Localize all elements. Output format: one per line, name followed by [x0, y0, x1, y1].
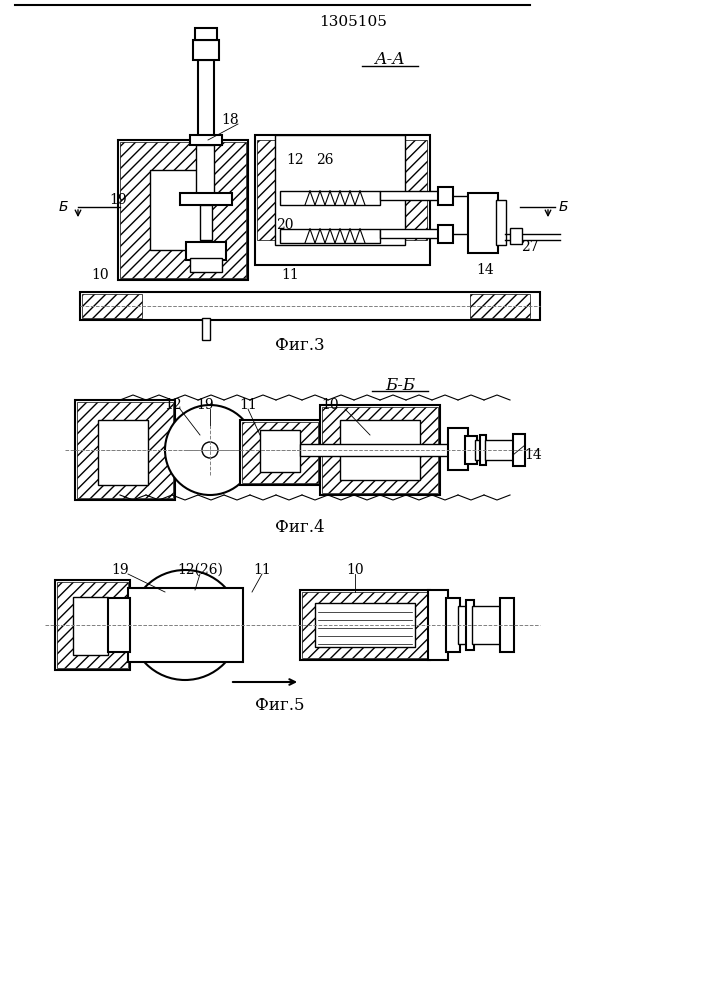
- Circle shape: [175, 615, 195, 635]
- Bar: [260, 430, 300, 472]
- Bar: [128, 588, 243, 662]
- Bar: [458, 606, 468, 644]
- Bar: [120, 142, 246, 278]
- Bar: [496, 200, 506, 245]
- Bar: [190, 135, 222, 145]
- Bar: [180, 193, 232, 205]
- Bar: [468, 193, 498, 253]
- Bar: [150, 170, 210, 250]
- Bar: [55, 580, 130, 670]
- Bar: [240, 420, 320, 485]
- Text: 18: 18: [221, 113, 239, 127]
- Bar: [510, 228, 522, 244]
- Text: Б: Б: [58, 200, 68, 214]
- Text: 12: 12: [286, 153, 304, 167]
- Bar: [200, 205, 212, 240]
- Bar: [302, 592, 428, 658]
- Text: 1305105: 1305105: [319, 15, 387, 29]
- Bar: [57, 582, 128, 668]
- Text: 11: 11: [239, 398, 257, 412]
- Text: 14: 14: [524, 448, 542, 462]
- Bar: [428, 590, 448, 660]
- Bar: [513, 434, 525, 466]
- Text: 10: 10: [91, 268, 109, 282]
- Text: Б-Б: Б-Б: [385, 376, 415, 393]
- Bar: [193, 40, 219, 60]
- Text: А-А: А-А: [375, 51, 405, 68]
- Bar: [438, 225, 453, 243]
- Bar: [196, 145, 214, 200]
- Text: 20: 20: [276, 218, 293, 232]
- Bar: [320, 405, 440, 495]
- Text: Фиг.5: Фиг.5: [255, 696, 305, 714]
- Bar: [472, 606, 502, 644]
- Bar: [300, 590, 430, 660]
- Bar: [108, 598, 130, 652]
- Bar: [118, 140, 248, 280]
- Bar: [466, 600, 474, 650]
- Bar: [280, 191, 380, 205]
- Text: 26: 26: [316, 153, 334, 167]
- Bar: [280, 229, 380, 243]
- Circle shape: [165, 405, 255, 495]
- Bar: [82, 294, 142, 318]
- Bar: [380, 229, 440, 238]
- Text: Фиг.4: Фиг.4: [275, 520, 325, 536]
- Text: Б: Б: [559, 200, 568, 214]
- Bar: [186, 242, 226, 260]
- Bar: [77, 402, 173, 498]
- Text: 10: 10: [346, 563, 364, 577]
- Text: 10: 10: [321, 398, 339, 412]
- Bar: [322, 407, 438, 493]
- Bar: [242, 422, 318, 483]
- Bar: [80, 292, 540, 320]
- Bar: [198, 60, 214, 140]
- Bar: [73, 597, 108, 655]
- Bar: [438, 187, 453, 205]
- Bar: [315, 603, 415, 647]
- Bar: [257, 140, 427, 240]
- Bar: [190, 258, 222, 272]
- Bar: [380, 191, 440, 200]
- Text: Фиг.3: Фиг.3: [275, 336, 325, 354]
- Bar: [475, 440, 483, 460]
- Text: 12(26): 12(26): [177, 563, 223, 577]
- Bar: [485, 440, 515, 460]
- Bar: [480, 435, 486, 465]
- Text: 12: 12: [164, 398, 182, 412]
- Text: 19: 19: [109, 193, 127, 207]
- Bar: [470, 294, 530, 318]
- Bar: [448, 428, 468, 470]
- Bar: [275, 135, 405, 245]
- Bar: [446, 598, 460, 652]
- Text: 11: 11: [281, 268, 299, 282]
- Circle shape: [202, 442, 218, 458]
- Bar: [202, 318, 210, 340]
- Bar: [75, 400, 175, 500]
- Text: 27: 27: [521, 240, 539, 254]
- Text: 19: 19: [196, 398, 214, 412]
- Bar: [98, 420, 148, 485]
- Bar: [300, 444, 450, 456]
- Text: 14: 14: [476, 263, 494, 277]
- Bar: [465, 436, 477, 464]
- Bar: [255, 135, 430, 265]
- Bar: [195, 28, 217, 40]
- Text: 19: 19: [111, 563, 129, 577]
- Text: 11: 11: [253, 563, 271, 577]
- Circle shape: [130, 570, 240, 680]
- Bar: [500, 598, 514, 652]
- Bar: [340, 420, 420, 480]
